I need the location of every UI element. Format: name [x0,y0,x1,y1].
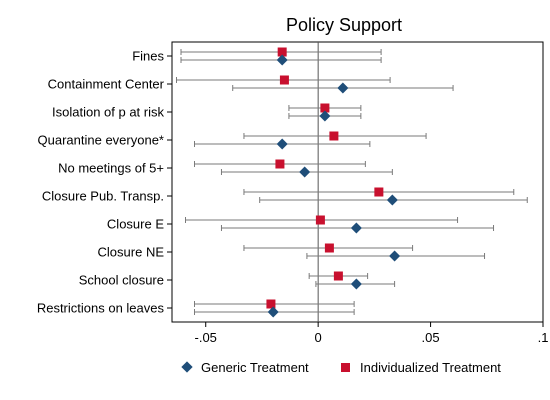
x-tick-label: .05 [422,330,440,345]
chart-title: Policy Support [286,15,402,35]
generic-treatment-point [267,306,279,318]
category-label: Containment Center [48,77,165,92]
individualized-treatment-point [315,215,325,225]
generic-treatment-point [337,82,349,94]
generic-treatment-point [350,278,362,290]
category-label: Closure Pub. Transp. [42,189,164,204]
category-label: Quarantine everyone* [38,133,164,148]
plot-area: -.05 0 .05 .1 Fines Containment Center Isolati… [37,41,549,345]
legend-generic-label: Generic Treatment [201,360,309,375]
plot-frame [171,41,544,323]
legend-individualized-marker [341,363,350,372]
generic-treatment-point [389,250,401,262]
category-label: No meetings of 5+ [58,161,164,176]
legend-individualized-label: Individualized Treatment [360,360,501,375]
x-tick-label: 0 [315,330,322,345]
x-tick-label: .1 [538,330,549,345]
generic-treatment-point [276,54,288,66]
individualized-treatment-point [275,159,285,169]
individualized-treatment-point [279,75,289,85]
legend-generic-marker [181,361,193,373]
individualized-treatment-point [266,299,276,309]
generic-treatment-point [350,222,362,234]
individualized-treatment-point [324,243,334,253]
individualized-treatment-point [329,131,339,141]
generic-treatment-point [276,138,288,150]
generic-treatment-point [386,194,398,206]
individualized-treatment-point [333,271,343,281]
category-label: Fines [132,49,164,64]
individualized-treatment-point [277,47,287,57]
legend: Generic Treatment Individualized Treatme… [181,360,501,375]
category-label: Isolation of p at risk [52,105,164,120]
category-label: Closure NE [98,245,165,260]
category-label: Restrictions on leaves [37,301,165,316]
generic-treatment-point [299,166,311,178]
generic-treatment-point [319,110,331,122]
category-label: School closure [79,273,164,288]
category-label: Closure E [107,217,164,232]
individualized-treatment-point [374,187,384,197]
x-tick-label: -.05 [195,330,217,345]
individualized-treatment-point [320,103,330,113]
